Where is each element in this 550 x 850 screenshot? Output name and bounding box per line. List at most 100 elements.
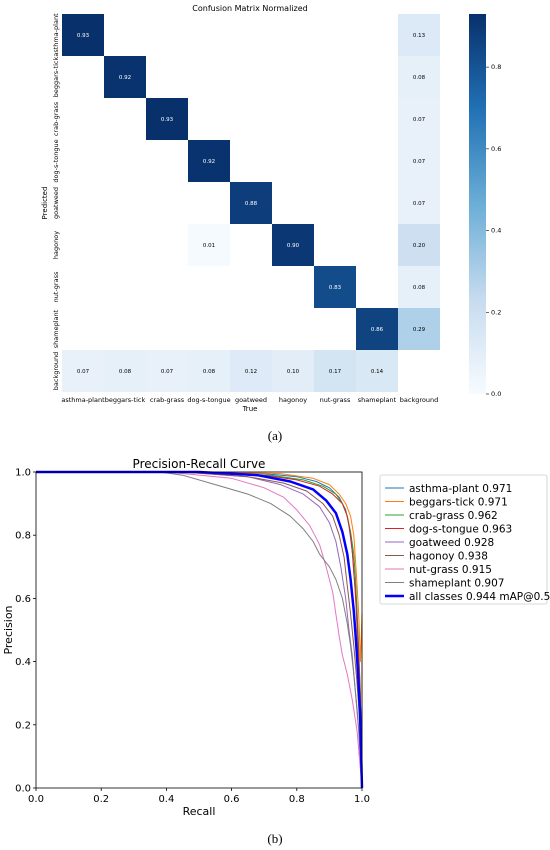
cm-cell (188, 350, 230, 392)
pr-y-tick-label: 0.4 (15, 657, 31, 668)
confusion-matrix-ylabel: Predicted (41, 187, 49, 220)
colorbar (469, 14, 486, 394)
pr-series-line (36, 471, 363, 789)
cm-cell-value: 0.20 (413, 243, 426, 249)
pr-y-tick-label: 0.0 (15, 784, 31, 795)
cm-y-tick-label: background (52, 352, 60, 390)
cm-cell-value: 0.92 (203, 159, 215, 165)
pr-legend-entry: asthma-plant 0.971 (409, 483, 512, 495)
pr-series-line (36, 471, 363, 789)
cm-cell-value: 0.07 (161, 369, 174, 375)
cm-cell (272, 350, 314, 392)
cm-cell-value: 0.14 (371, 369, 384, 375)
cm-cell-value: 0.12 (245, 369, 257, 375)
cm-cell-value: 0.86 (371, 327, 384, 333)
cm-cell (146, 350, 188, 392)
cm-y-tick-label: asthma-plant (52, 13, 60, 57)
panel-a-caption: (a) (268, 428, 282, 443)
pr-legend-entry: all classes 0.944 mAP@0.5 (409, 591, 550, 603)
cm-cell-value: 0.10 (287, 369, 300, 375)
cm-cell (230, 182, 272, 224)
cm-cell (104, 56, 146, 98)
cm-cell (398, 224, 440, 266)
cm-cell (398, 308, 440, 350)
cm-cell (62, 14, 104, 56)
confusion-matrix-x-tick-labels: asthma-plant beggars-tick crab-grass dog-s-… (61, 396, 438, 404)
cm-x-tick-label: asthma-plant (61, 396, 105, 404)
pr-plot-frame (35, 471, 363, 789)
pr-ylabel: Precision (2, 605, 15, 654)
cm-x-tick-label: hagonoy (279, 396, 307, 404)
cm-cell (356, 350, 398, 392)
cm-cell-value: 0.08 (413, 75, 426, 81)
cm-cell-value: 0.07 (413, 117, 426, 123)
cm-cell-value: 0.07 (77, 369, 90, 375)
pr-legend-entry: dog-s-tongue 0.963 (409, 524, 512, 536)
cm-cell (146, 98, 188, 140)
pr-legend-entry: crab-grass 0.962 (409, 510, 498, 522)
cm-cell-value: 0.93 (77, 33, 90, 39)
pr-series-line (36, 471, 363, 789)
cm-y-tick-label: crab-grass (52, 101, 60, 136)
cm-cell-value: 0.08 (203, 369, 216, 375)
pr-series-line (36, 471, 363, 788)
cm-y-tick-label: hagonoy (52, 231, 60, 259)
pr-x-tick-label: 1.0 (354, 794, 370, 805)
cm-cell (272, 224, 314, 266)
colorbar-tick-label: 0.8 (491, 63, 501, 71)
cm-cell-value: 0.90 (287, 243, 300, 249)
pr-curve-lines (36, 470, 364, 789)
cm-cell (314, 266, 356, 308)
pr-x-tick-label: 0.6 (224, 794, 240, 805)
cm-y-tick-label: beggars-tick (52, 57, 60, 98)
panel-b-caption: (b) (267, 831, 282, 846)
cm-cell (398, 182, 440, 224)
pr-xlabel: Recall (183, 805, 216, 818)
pr-legend: asthma-plant 0.971 beggars-tick 0.971crab… (379, 474, 550, 605)
cm-y-tick-label: nut-grass (52, 271, 60, 302)
cm-y-tick-label: goatweed (52, 187, 60, 219)
pr-x-tick-label: 0.0 (28, 794, 44, 805)
cm-cell (188, 224, 230, 266)
pr-series-line (36, 471, 363, 789)
cm-x-tick-label: nut-grass (320, 396, 351, 404)
colorbar-ticks: 0.0 0.2 0.4 0.6 0.8 (486, 63, 501, 398)
pr-y-tick-label: 0.8 (15, 531, 31, 542)
pr-x-tick-label: 0.8 (289, 794, 305, 805)
cm-cell (398, 56, 440, 98)
cm-cell (398, 98, 440, 140)
cm-cell-value: 0.88 (245, 201, 258, 207)
pr-legend-box (379, 474, 548, 605)
cm-x-tick-label: crab-grass (150, 396, 185, 404)
pr-curve-panel: Precision-Recall Curve 0.0 0.2 0.4 0.6 0.8 1.… (2, 457, 550, 846)
cm-cell (230, 350, 272, 392)
cm-cell-value: 0.17 (329, 369, 342, 375)
cm-cell (398, 140, 440, 182)
colorbar-tick-label: 0.6 (491, 145, 501, 153)
pr-legend-entry: goatweed 0.928 (409, 537, 494, 549)
cm-cell (188, 140, 230, 182)
cm-cell-value: 0.93 (161, 117, 174, 123)
pr-y-tick-label: 0.2 (15, 720, 31, 731)
pr-x-tick-label: 0.2 (93, 794, 109, 805)
confusion-matrix-title: Confusion Matrix Normalized (192, 4, 307, 13)
pr-series-line (36, 470, 364, 789)
confusion-matrix-panel: Confusion Matrix Normalized 0.93 0.13 0.92… (41, 4, 501, 443)
cm-cell-value: 0.08 (413, 285, 426, 291)
colorbar-tick-label: 0.2 (491, 308, 501, 316)
pr-y-tick-label: 1.0 (15, 468, 31, 479)
cm-x-tick-label: dog-s-tongue (187, 396, 230, 404)
cm-cell (104, 350, 146, 392)
cm-cell-value: 0.83 (329, 285, 342, 291)
pr-series-line (36, 471, 363, 789)
cm-cell-value: 0.07 (413, 201, 426, 207)
cm-cell (398, 266, 440, 308)
cm-cell-value: 0.08 (119, 369, 132, 375)
pr-legend-entry: hagonoy 0.938 (409, 551, 488, 563)
cm-cell-value: 0.92 (119, 75, 131, 81)
pr-y-tick-label: 0.6 (15, 594, 31, 605)
cm-cell (398, 14, 440, 56)
pr-legend-entry: nut-grass 0.915 (409, 564, 492, 576)
